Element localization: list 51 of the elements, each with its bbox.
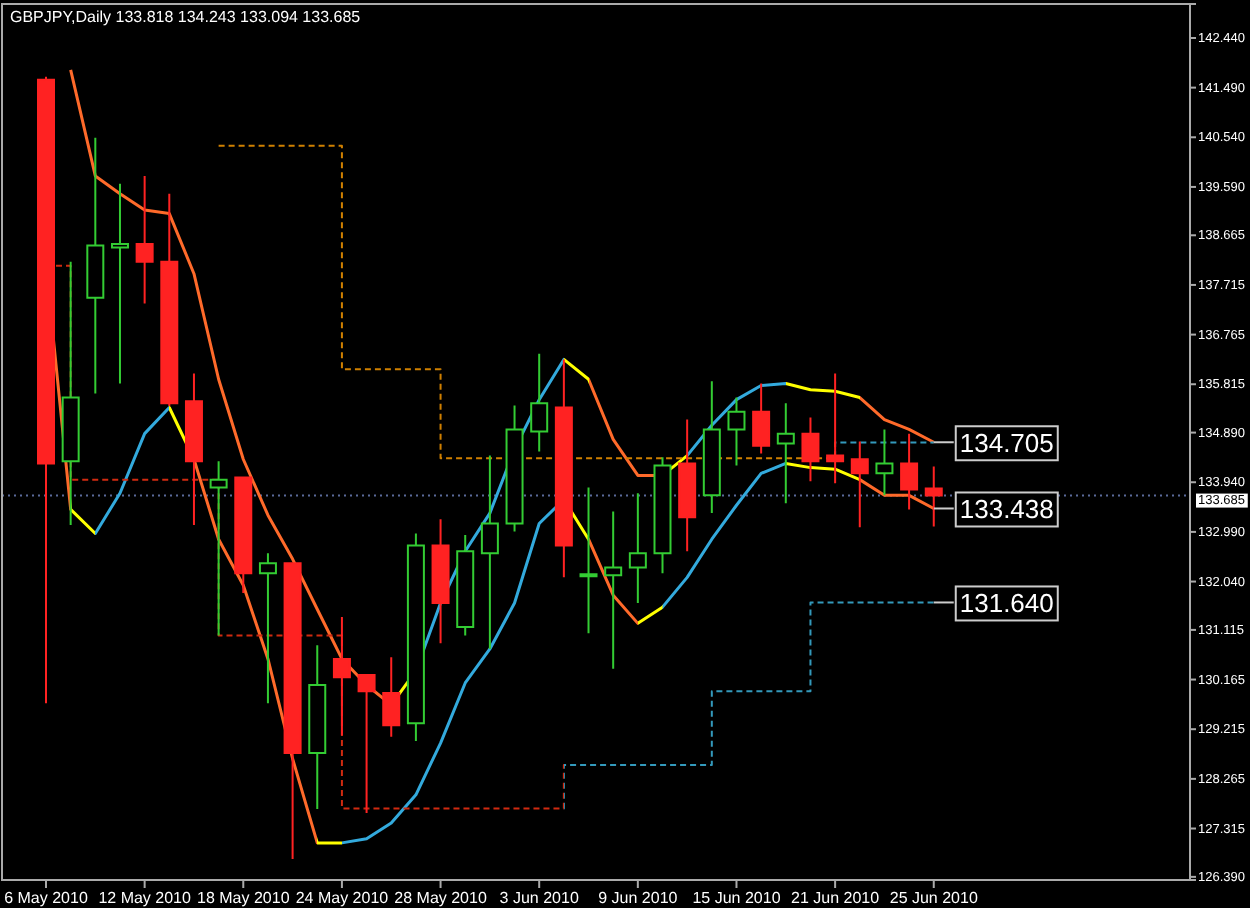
annotation: 133.438 (959, 494, 1054, 525)
chart-title: GBPJPY,Daily 133.818 134.243 133.094 133.685 (10, 8, 362, 26)
candlestick (135, 174, 154, 305)
candlestick (678, 418, 697, 553)
candlestick (554, 358, 573, 579)
x-tick-label: 18 May 2010 (197, 889, 291, 908)
x-tick-label: 21 Jun 2010 (791, 889, 881, 908)
candlestick (628, 492, 647, 604)
candlestick (530, 352, 549, 453)
x-tick-label: 28 May 2010 (394, 889, 488, 908)
candlestick (357, 674, 376, 815)
x-tick-label: 6 May 2010 (4, 889, 89, 908)
x-tick-label: 3 Jun 2010 (499, 889, 580, 908)
candlestick (900, 432, 919, 511)
candlestick (850, 440, 869, 529)
candlestick (579, 486, 598, 635)
candlestick (604, 510, 623, 670)
candlestick (776, 402, 795, 505)
candlestick (86, 136, 105, 395)
annotation: 131.640 (959, 588, 1054, 619)
candlestick (727, 396, 746, 467)
candlestick (653, 456, 672, 575)
candlestick (382, 656, 401, 738)
candlestick (234, 476, 253, 595)
candlestick (456, 534, 475, 637)
candlestick (61, 260, 80, 527)
candlestick (110, 182, 129, 385)
x-tick-label: 25 Jun 2010 (889, 889, 979, 908)
candlestick (209, 460, 228, 637)
candlestick (826, 372, 845, 485)
x-tick-label: 15 Jun 2010 (692, 889, 782, 908)
candlestick (308, 644, 327, 810)
x-tick-label: 24 May 2010 (295, 889, 390, 908)
candlestick (184, 372, 203, 527)
x-tick-label: 9 Jun 2010 (598, 889, 679, 908)
candlestick (702, 380, 721, 515)
candlestick (283, 562, 302, 861)
annotation: 134.705 (959, 428, 1054, 459)
candlestick (801, 416, 820, 483)
candlestick (37, 75, 55, 705)
candlestick (480, 454, 499, 650)
candlestick (505, 404, 524, 533)
candlestick (752, 382, 771, 455)
candlestick (431, 518, 450, 645)
candlestick (258, 552, 277, 705)
candlestick (160, 192, 179, 407)
candlestick (875, 428, 894, 497)
candlestick (406, 532, 425, 742)
x-tick-label: 12 May 2010 (98, 889, 192, 908)
candlestick (332, 616, 351, 737)
candlestick (924, 465, 943, 528)
